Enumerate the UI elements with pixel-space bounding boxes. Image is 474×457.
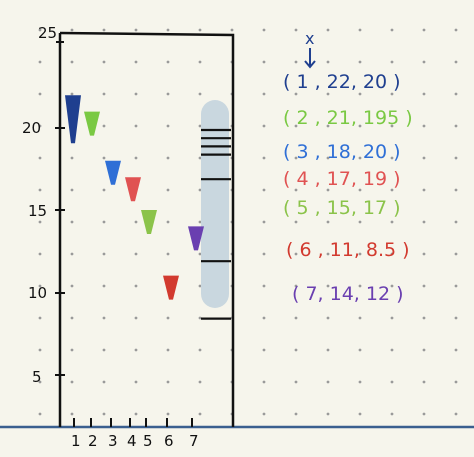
point-label: ( 6 , 11, 8.5 ) <box>286 239 410 261</box>
data-point-mark <box>84 111 100 136</box>
x-marker-arrow <box>304 48 316 69</box>
data-point-mark <box>65 95 81 144</box>
data-marks <box>65 95 204 300</box>
x-tick-label: 3 <box>108 432 118 450</box>
data-point-mark <box>105 160 121 185</box>
chart-frame <box>59 31 235 427</box>
point-label: ( 1 , 22, 20 ) <box>283 71 401 93</box>
point-labels: ( 1 , 22, 20 ) ( 2 , 21, 195 ) ( 3 , 18, 2… <box>283 71 413 305</box>
y-tick-label: 15 <box>28 202 47 220</box>
data-point-mark <box>125 177 141 202</box>
x-tick-label: 6 <box>164 432 174 450</box>
point-label: ( 4 , 17, 19 ) <box>283 168 401 190</box>
x-tick-label: 1 <box>71 432 81 450</box>
data-point-mark <box>163 275 179 300</box>
y-tick-label: 10 <box>28 284 47 302</box>
point-label: ( 7, 14, 12 ) <box>292 283 404 305</box>
x-tick-label: 4 <box>127 432 137 450</box>
point-label: ( 3 , 18, 20 ) <box>283 141 401 163</box>
point-label: ( 5 , 15, 17 ) <box>283 197 401 219</box>
x-marker-label: x <box>305 29 314 48</box>
y-tick-label: 20 <box>22 119 41 137</box>
scale-strip <box>201 100 229 308</box>
y-tick-label: 5 <box>32 368 42 386</box>
data-point-mark <box>141 210 157 234</box>
x-tick-label: 5 <box>143 432 153 450</box>
data-point-mark <box>188 226 204 251</box>
y-tick-labels: 25 20 15 10 5 <box>22 24 57 386</box>
point-label: ( 2 , 21, 195 ) <box>283 107 413 129</box>
x-tick-label: 2 <box>88 432 98 450</box>
y-ticks <box>55 41 65 376</box>
scale-marks <box>201 128 231 320</box>
x-tick-label: 7 <box>189 432 199 450</box>
y-tick-label: 25 <box>38 24 57 42</box>
